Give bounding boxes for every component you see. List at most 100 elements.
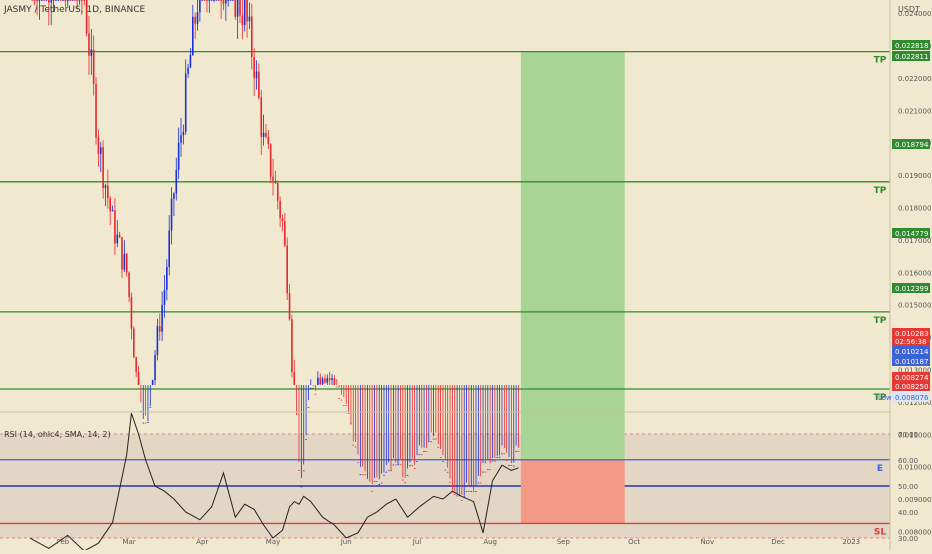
candle-body (97, 137, 100, 154)
candle-body (465, 491, 468, 492)
price-tick-label: 0.012000 (898, 399, 931, 407)
candle-body (453, 494, 456, 495)
candle-body (239, 0, 241, 16)
candle-body (319, 377, 322, 385)
candle-body (151, 380, 154, 385)
time-tick-label: Dec (771, 538, 785, 546)
candle-body (302, 470, 305, 472)
price-badge (892, 392, 930, 402)
candle-body (300, 486, 303, 488)
price-badge (892, 139, 930, 149)
candle-body (85, 0, 88, 34)
candle-body (383, 474, 385, 476)
candle-body (57, 0, 60, 1)
candle-body (439, 457, 442, 459)
candle-body (48, 0, 50, 3)
candle-body (326, 378, 329, 383)
tp-level-tag: TP (874, 56, 887, 66)
candle-body (217, 0, 220, 1)
candle-body (385, 471, 388, 473)
candle-body (409, 465, 411, 467)
candle-body (203, 0, 206, 1)
candle-body (373, 481, 376, 483)
candle-body (154, 354, 156, 381)
candle-body (88, 33, 90, 56)
candle-body (163, 289, 166, 305)
candle-body (158, 326, 161, 332)
candle-body (69, 0, 71, 1)
candle-body (475, 491, 477, 492)
candle-body (83, 0, 86, 1)
candle-body (293, 372, 296, 385)
candle-body (40, 0, 43, 1)
candle-body (404, 482, 406, 484)
candle-body (192, 16, 194, 56)
candle-body (201, 0, 204, 1)
price-tick-label: 0.022000 (898, 75, 931, 83)
time-tick-label: Jun (340, 538, 352, 546)
rsi-tick-label: 70.00 (898, 431, 918, 439)
candle-body (335, 386, 338, 388)
candle-body (343, 405, 345, 407)
candle-body (50, 0, 52, 3)
candle-body (128, 272, 130, 297)
price-badge-label: 0.010187 (895, 358, 928, 366)
candle-body (288, 293, 291, 320)
candle-body (76, 0, 78, 1)
candle-body (369, 485, 371, 487)
candle-body (411, 465, 414, 467)
candle-body (354, 446, 357, 448)
candle-body (435, 438, 437, 440)
candle-body (307, 406, 310, 408)
candle-body (510, 465, 513, 466)
candle-body (498, 456, 501, 458)
price-badge-label: 0.018794 (895, 141, 929, 149)
candle-body (357, 462, 359, 464)
candle-body (265, 132, 267, 137)
candle-body (390, 470, 392, 472)
candle-body (206, 0, 208, 1)
currency-label: USDT (898, 5, 920, 14)
rsi-title: RSI (14, ohlc4, SMA, 14, 2) (4, 430, 111, 439)
candle-body (286, 245, 288, 294)
candle-body (291, 319, 293, 373)
candle-body (114, 210, 116, 244)
candle-body (501, 453, 503, 455)
candle-body (147, 422, 149, 423)
candle-body (482, 471, 484, 473)
candle-body (430, 441, 432, 443)
price-badge-label: 0.010283 (895, 330, 928, 338)
candle-body (305, 439, 307, 440)
chart-title: JASMY / TetherUS, 1D, BINANCE (3, 5, 145, 15)
candle-body (378, 484, 381, 485)
candle-body (175, 169, 178, 194)
candle-body (99, 147, 102, 154)
candle-body (255, 71, 258, 79)
time-tick-label: Feb (57, 538, 70, 546)
candle-body (253, 56, 255, 79)
time-tick-label: Aug (483, 538, 497, 546)
candle-body (347, 413, 350, 414)
candle-body (399, 464, 402, 466)
candle-body (298, 470, 300, 471)
candle-body (92, 49, 95, 84)
price-badge-label: 0.014779 (895, 230, 928, 238)
candle-body (135, 357, 137, 372)
candle-body (38, 0, 41, 2)
candle-body (423, 451, 425, 452)
candle-body (267, 136, 270, 145)
price-badge (892, 336, 930, 346)
time-tick-label: Apr (196, 538, 208, 546)
price-badge (892, 228, 930, 238)
time-tick-label: Sep (557, 538, 571, 546)
price-badge-label: 0.012399 (895, 285, 928, 293)
candle-body (177, 142, 180, 170)
candle-body (505, 459, 508, 461)
tp-level-tag: TP (874, 393, 887, 403)
price-tick-label: 0.016000 (898, 269, 931, 277)
candle-body (59, 0, 62, 1)
candle-body (64, 0, 67, 2)
candle-body (380, 482, 383, 484)
